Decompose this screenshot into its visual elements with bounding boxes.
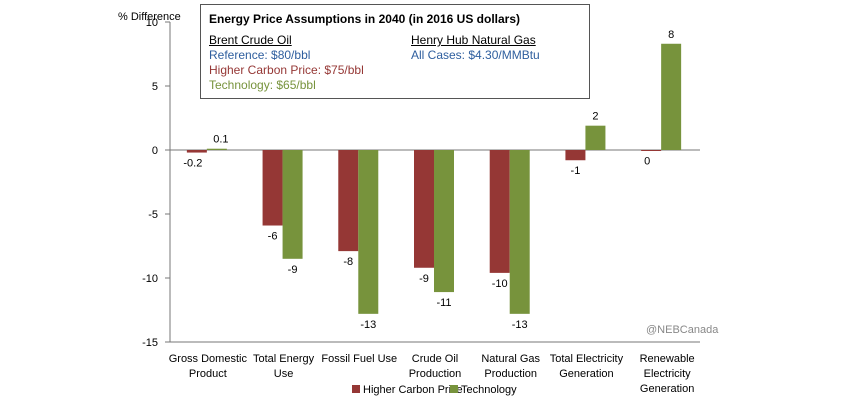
legend-swatch [450,385,458,393]
bar-technology [434,150,454,293]
bar-higher-carbon-price [186,150,207,153]
gas-all-cases: All Cases: $4.30/MMBtu [411,48,540,62]
bar-higher-carbon-price [414,150,434,268]
data-label: 0.1 [213,134,228,146]
legend-label: Higher Carbon Price [363,384,463,396]
data-label: -10 [492,278,508,290]
data-label: -13 [360,319,376,331]
oil-reference: Reference: $80/bbl [209,48,311,62]
bar-higher-carbon-price [489,150,510,273]
data-label: -8 [343,256,353,268]
y-tick-label: 5 [152,81,158,93]
y-tick-label: 0 [152,145,158,157]
legend-label: Technology [461,384,517,396]
data-label: -11 [436,297,451,309]
x-tick-label: Use [274,368,294,380]
x-tick-label: Product [189,368,227,380]
x-tick-label: Generation [559,368,613,380]
bar-higher-carbon-price [565,150,586,161]
gas-heading: Henry Hub Natural Gas [411,33,536,47]
oil-hcp: Higher Carbon Price: $75/bbl [209,63,364,77]
x-tick-label: Fossil Fuel Use [321,353,397,365]
data-label: 0 [644,156,650,168]
bar-higher-carbon-price [641,150,662,151]
data-label: -9 [288,264,298,276]
data-label: 2 [592,111,598,123]
bar-technology [206,148,227,150]
x-tick-label: Electricity [644,368,692,380]
x-tick-label: Gross Domestic [169,353,248,365]
bar-higher-carbon-price [338,150,359,252]
data-label: 8 [668,29,674,41]
data-label: -9 [419,273,429,285]
bar-technology [358,150,379,314]
x-tick-label: Total Energy [253,353,315,365]
data-label: -1 [571,165,581,177]
box-title: Energy Price Assumptions in 2040 (in 201… [209,12,520,26]
bar-technology [585,125,606,150]
bar-technology [282,150,303,259]
data-label: -13 [512,319,528,331]
data-label: -6 [268,231,278,243]
bar-higher-carbon-price [262,150,283,226]
y-axis-label: % Difference [118,11,181,23]
bar-technology [661,43,682,151]
watermark: @NEBCanada [646,324,719,336]
y-tick-label: 10 [146,17,158,29]
x-tick-label: Crude Oil [412,353,458,365]
y-tick-label: -15 [142,337,158,349]
oil-tech: Technology: $65/bbl [209,78,316,92]
x-tick-label: Total Electricity [550,353,624,365]
oil-heading: Brent Crude Oil [209,33,292,47]
data-label: -0.2 [183,158,202,170]
bar-technology [509,150,530,314]
x-tick-label: Natural Gas [481,353,540,365]
x-tick-label: Production [409,368,462,380]
legend-swatch [352,385,360,393]
x-tick-label: Renewable [640,353,695,365]
price-assumptions-box: Energy Price Assumptions in 2040 (in 201… [200,4,590,99]
x-tick-label: Generation [640,383,694,395]
y-tick-label: -5 [148,209,158,221]
y-tick-label: -10 [142,273,158,285]
x-tick-label: Production [484,368,537,380]
